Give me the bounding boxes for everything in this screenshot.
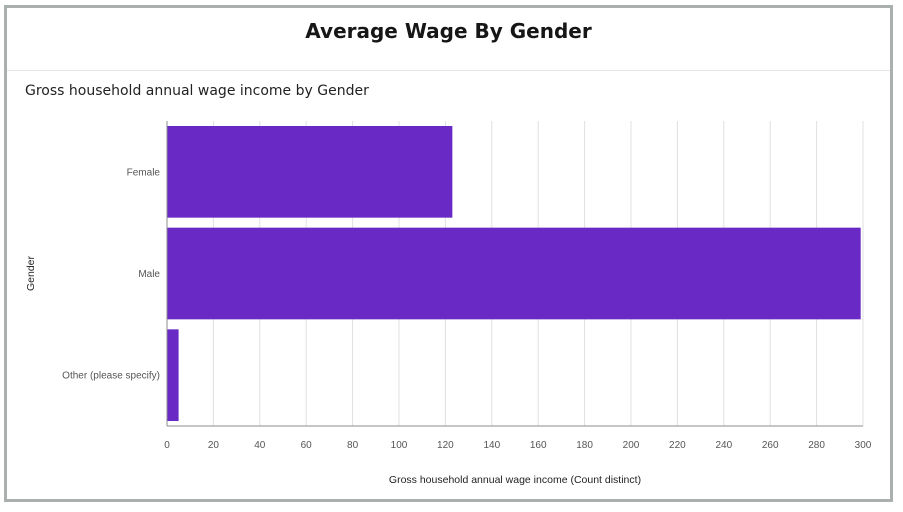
x-tick-label: 220 xyxy=(669,440,686,451)
x-tick-label: 300 xyxy=(855,440,872,451)
dashboard-frame: Average Wage By Gender Gross household a… xyxy=(4,5,893,502)
x-tick-label: 280 xyxy=(808,440,825,451)
y-tick-label: Male xyxy=(138,269,160,280)
bar[interactable] xyxy=(167,126,453,218)
dashboard-title: Average Wage By Gender xyxy=(305,19,592,43)
x-tick-label: 200 xyxy=(623,440,640,451)
y-tick-label: Other (please specify) xyxy=(62,371,160,382)
y-tick-label: Female xyxy=(127,167,161,178)
x-tick-label: 260 xyxy=(762,440,779,451)
x-tick-label: 180 xyxy=(576,440,593,451)
dashboard-header: Average Wage By Gender xyxy=(7,8,890,70)
x-tick-label: 40 xyxy=(254,440,266,451)
x-tick-label: 0 xyxy=(164,440,170,451)
bar[interactable] xyxy=(167,227,861,320)
axes: 0 20 40 60 80 100 120 140 160 180 200 220 240 260 280 3… xyxy=(62,121,872,451)
x-tick-label: 120 xyxy=(437,440,454,451)
bar[interactable] xyxy=(167,329,179,421)
x-tick-label: 20 xyxy=(208,440,220,451)
x-tick-label: 160 xyxy=(530,440,547,451)
bars xyxy=(167,126,861,421)
x-axis-title: Gross household annual wage income (Coun… xyxy=(389,474,641,486)
x-tick-label: 140 xyxy=(483,440,500,451)
bar-chart: 0 20 40 60 80 100 120 140 160 180 200 220 240 260 280 3… xyxy=(25,121,872,486)
x-tick-label: 80 xyxy=(347,440,359,451)
chart-title: Gross household annual wage income by Ge… xyxy=(25,83,369,99)
x-tick-label: 100 xyxy=(391,440,408,451)
y-axis-title: Gender xyxy=(25,255,37,291)
x-tick-label: 240 xyxy=(715,440,732,451)
x-tick-label: 60 xyxy=(301,440,313,451)
